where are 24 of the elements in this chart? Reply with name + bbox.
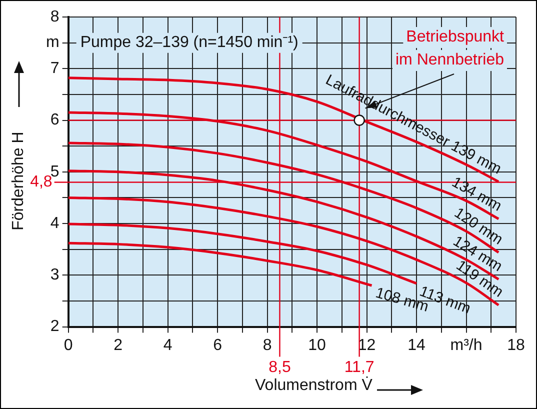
annotation: Betriebspunkt im Nennbetrieb: [396, 28, 505, 68]
ref-line-label: 4,8: [30, 174, 52, 191]
y-tick-label: 3: [50, 266, 60, 284]
text: Pumpe 32–139 (n=1450 min⁻¹): [80, 34, 298, 52]
y-tick-label: 6: [50, 112, 60, 129]
ref-line-label: 8,5: [268, 359, 291, 376]
y-tick-label: m: [46, 34, 60, 52]
y-tick-label: 8: [50, 8, 60, 26]
y-axis-title: Förderhöhe H: [10, 132, 28, 230]
x-tick-label: m³/h: [450, 336, 482, 354]
x-tick-label: 4: [163, 336, 172, 354]
y-tick-label: 5: [50, 163, 60, 180]
ref-line-label: 11,7: [344, 359, 374, 376]
y-tick-label: 7: [50, 60, 60, 78]
x-tick-label: 18: [507, 336, 525, 354]
x-tick-label: 10: [308, 336, 326, 354]
y-tick-label: 4: [50, 214, 60, 232]
x-tick-label: 2: [114, 336, 123, 354]
y-tick-label: 2: [50, 318, 60, 336]
x-tick-label: 6: [213, 336, 222, 354]
x-tick-label: 0: [64, 336, 73, 354]
x-tick-label: 8: [262, 336, 272, 354]
x-axis-title: Volumenstrom V̇: [255, 377, 372, 395]
x-tick-label: 14: [408, 336, 426, 354]
